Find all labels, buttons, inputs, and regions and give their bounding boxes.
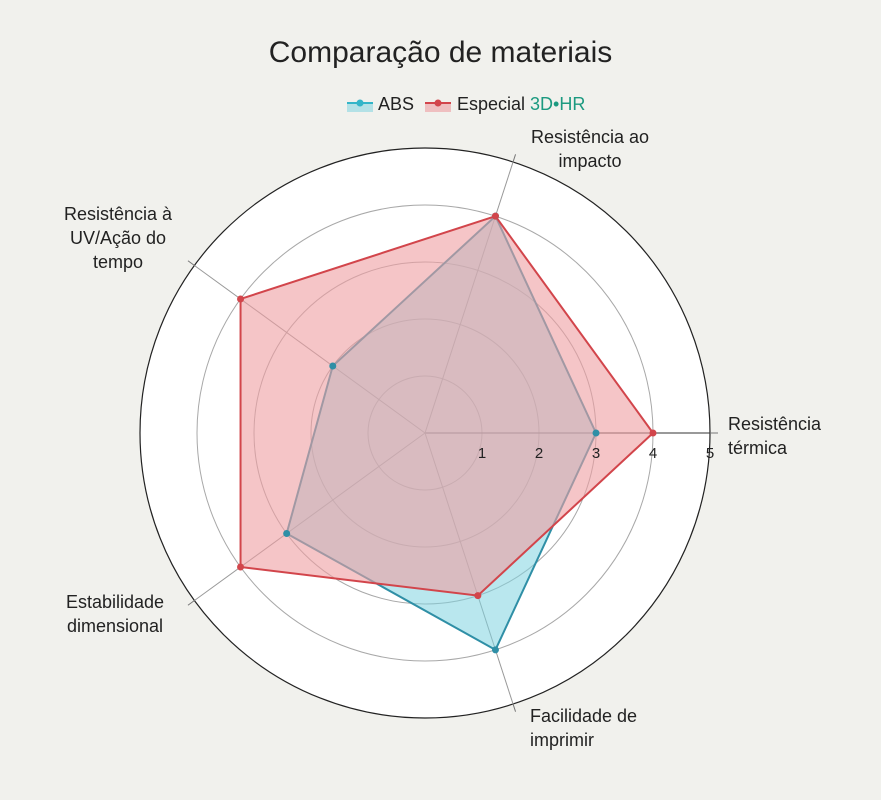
- data-point-especial: [237, 563, 245, 571]
- r-tick-label: 5: [706, 445, 714, 462]
- axis-label: Estabilidade dimensional: [66, 592, 164, 636]
- data-point-especial: [237, 295, 245, 303]
- legend-swatch-abs: [347, 103, 373, 112]
- axis-tick: [187, 600, 195, 606]
- data-point-especial: [474, 592, 482, 600]
- data-point-abs: [491, 646, 499, 654]
- r-tick-label: 4: [649, 445, 657, 462]
- legend-label-abs: ABS: [378, 94, 414, 114]
- legend-swatch-especial: [425, 103, 451, 112]
- axis-label: Resistência ao impacto: [531, 127, 649, 171]
- legend-marker-especial: [434, 99, 442, 107]
- legend: ABS Especial 3D•HR: [347, 94, 585, 114]
- axis-tick: [512, 154, 517, 163]
- axis-label: Resistência térmica: [728, 414, 822, 458]
- data-point-especial: [491, 212, 499, 220]
- axis-tick: [187, 260, 195, 266]
- r-tick-label: 3: [592, 445, 600, 462]
- data-point-abs: [283, 530, 291, 538]
- data-point-abs: [592, 429, 600, 437]
- axis-label: Resistência à UV/Ação do tempo: [64, 204, 173, 272]
- series-area-especial: [239, 214, 655, 597]
- axis-tick: [512, 703, 517, 712]
- data-point-abs: [329, 362, 337, 370]
- r-tick-label: 2: [535, 445, 543, 462]
- axis-label: Facilidade de imprimir: [530, 706, 637, 750]
- data-point-especial: [649, 429, 657, 437]
- chart-title: Comparação de materiais: [268, 36, 613, 69]
- r-tick-label: 1: [478, 445, 486, 462]
- legend-marker-abs: [356, 99, 364, 107]
- legend-label-especial: Especial 3D•HR: [457, 94, 585, 114]
- legend-brand-3dhr: 3D•HR: [530, 94, 585, 114]
